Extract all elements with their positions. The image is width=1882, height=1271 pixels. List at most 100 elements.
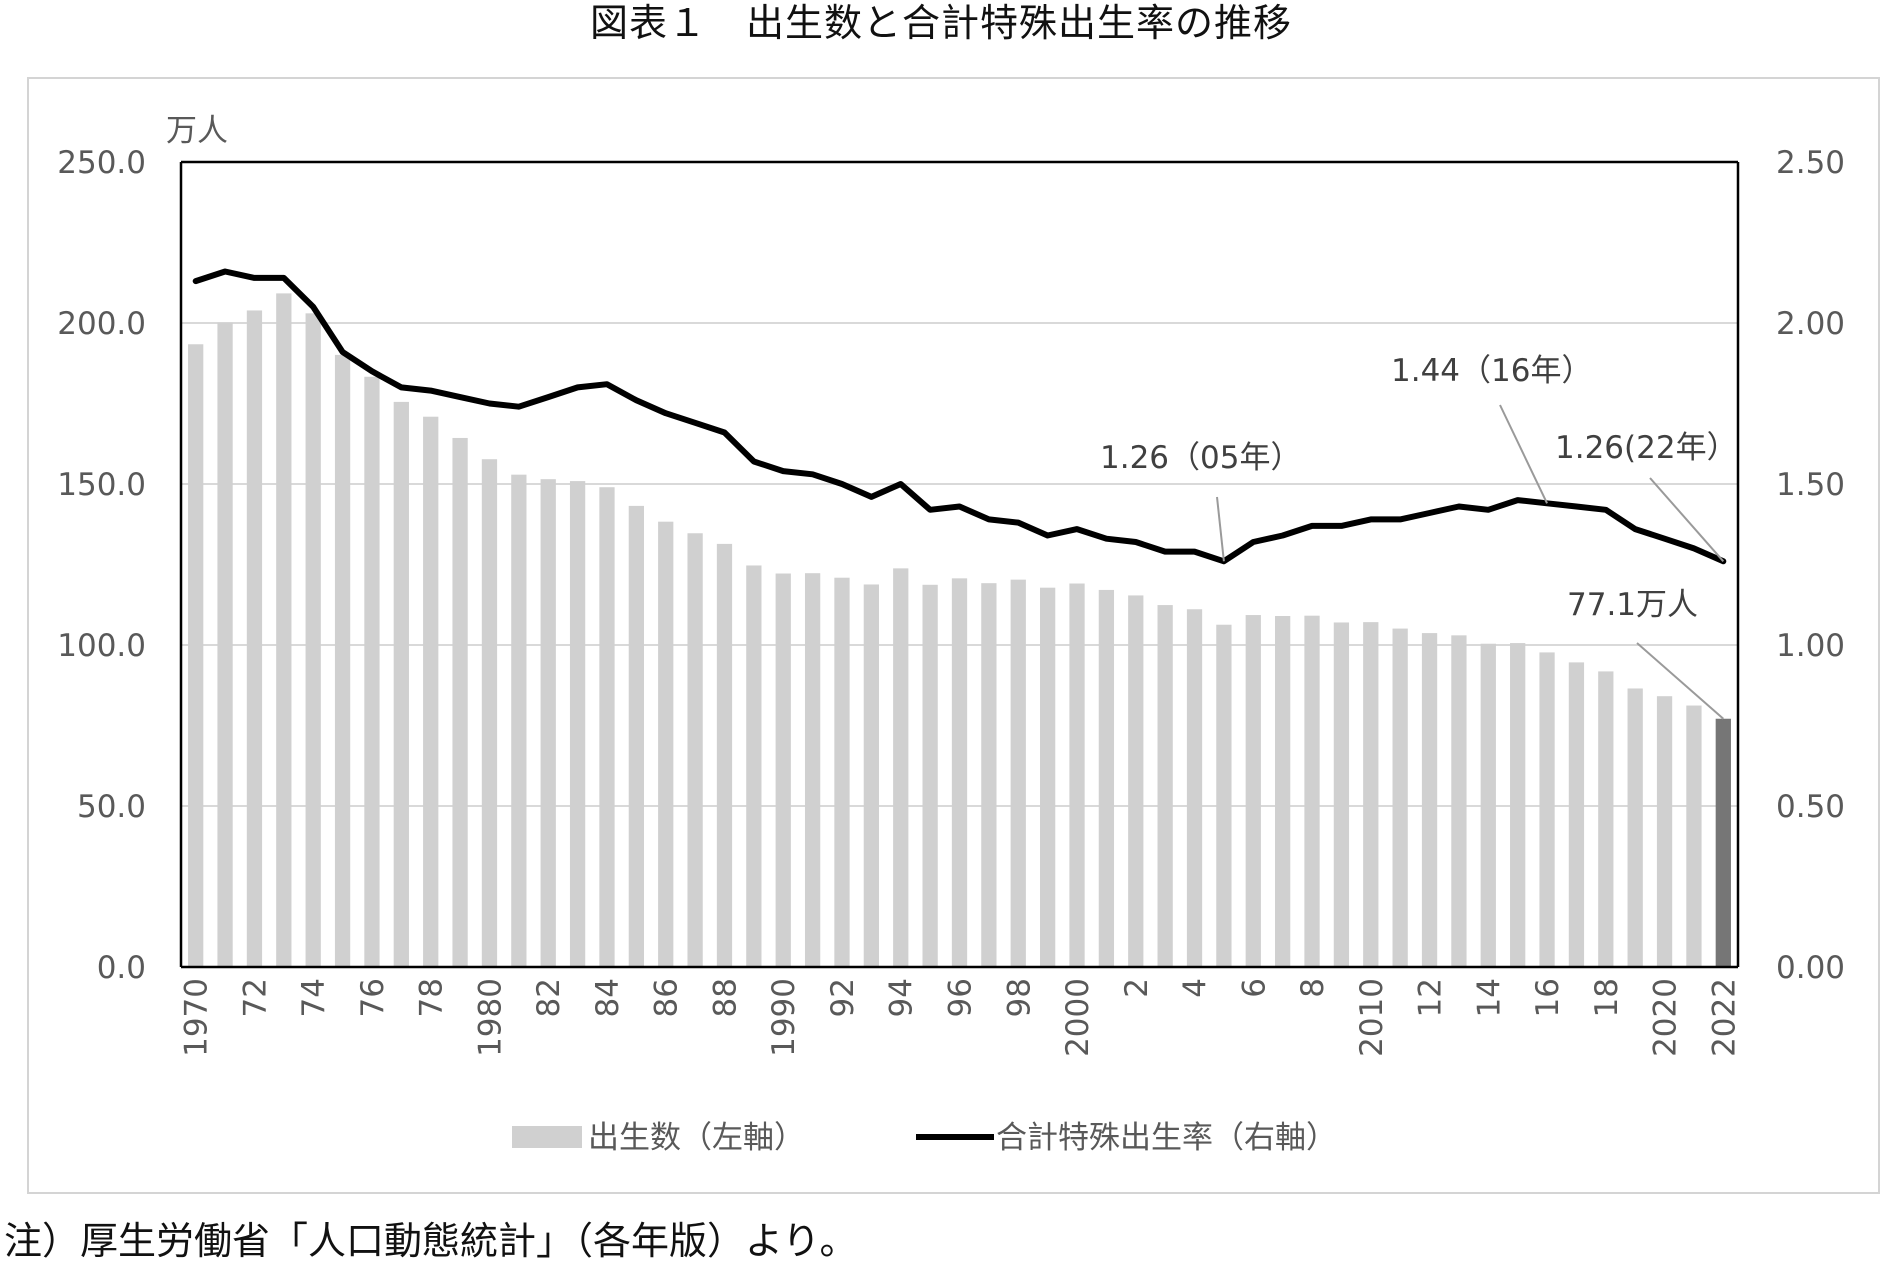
- bar: [1480, 643, 1496, 967]
- bar: [1656, 696, 1673, 967]
- legend-swatch-births: [512, 1126, 582, 1148]
- x-tick-label: 2010: [1354, 978, 1390, 1057]
- annotation-label: 77.1万人: [1567, 587, 1698, 623]
- bar: [1069, 583, 1085, 967]
- y-right-tick-label: 1.50: [1776, 467, 1845, 503]
- x-tick-label: 96: [943, 978, 979, 1017]
- x-tick-label: 74: [296, 978, 332, 1017]
- x-tick-label: 88: [707, 978, 743, 1017]
- line-series: [192, 268, 1727, 565]
- bar: [1157, 605, 1173, 967]
- y-left-tick-label: 200.0: [57, 306, 146, 342]
- y-left-tick-label: 100.0: [57, 628, 146, 664]
- annotation-leader-line: [1499, 404, 1548, 504]
- x-tick-label: 1980: [472, 978, 508, 1057]
- bar: [1098, 589, 1115, 967]
- bar-highlight: [1715, 718, 1731, 967]
- bar: [1421, 633, 1438, 967]
- bar: [1510, 643, 1526, 967]
- bar: [305, 313, 321, 968]
- bar: [599, 487, 615, 967]
- bar: [569, 481, 586, 967]
- chart: 250.0 2.50 200.0 2.00 150.0 1.50 100.0 1.00 50.0…: [57, 113, 1845, 1156]
- y-left-tick-label: 150.0: [57, 467, 146, 503]
- x-tick-label: 72: [237, 978, 273, 1017]
- x-tick-label: 94: [884, 978, 920, 1017]
- bar: [1304, 615, 1320, 967]
- x-tick-label: 14: [1471, 978, 1507, 1017]
- legend-label-births: 出生数（左軸）: [588, 1120, 805, 1156]
- bar: [188, 344, 204, 967]
- bar: [481, 459, 498, 967]
- bar: [628, 505, 644, 967]
- x-tick-label: 2020: [1648, 978, 1684, 1057]
- annotation-leader-line: [1649, 477, 1725, 562]
- bar: [1010, 579, 1026, 967]
- bar: [540, 479, 556, 967]
- x-tick-label: 8: [1295, 978, 1331, 998]
- y-left-tick-label: 0.0: [97, 950, 146, 986]
- bar: [922, 584, 938, 967]
- x-tick-label: 2000: [1060, 978, 1096, 1057]
- x-tick-label: 92: [825, 978, 861, 1017]
- bar: [334, 354, 351, 967]
- legend-label-fertility: 合計特殊出生率（右軸）: [996, 1120, 1337, 1156]
- bar: [1245, 615, 1261, 967]
- annotation-label: 1.26（05年）: [1100, 440, 1301, 476]
- bar: [452, 437, 468, 968]
- bar-series: [188, 293, 1731, 968]
- source-note: 注）厚生労働省「人口動態統計」（各年版）より。: [4, 1219, 858, 1263]
- y-left-unit: 万人: [166, 113, 228, 149]
- bar: [423, 416, 439, 967]
- y-right-tick-label: 2.00: [1776, 306, 1845, 342]
- bar: [834, 577, 850, 967]
- bar: [658, 521, 674, 967]
- bar: [893, 568, 909, 967]
- x-tick-label: 82: [531, 978, 567, 1017]
- x-tick-label: 76: [355, 978, 391, 1017]
- bar: [1392, 628, 1408, 967]
- bar: [775, 573, 791, 967]
- x-tick-label: 98: [1001, 978, 1037, 1017]
- x-tick-label: 4: [1178, 978, 1214, 998]
- x-tick-label: 12: [1413, 978, 1449, 1017]
- bar: [981, 583, 997, 967]
- bar: [1686, 705, 1702, 967]
- x-tick-label: 2022: [1706, 978, 1742, 1057]
- chart-frame: [27, 77, 1880, 1194]
- y-left-tick-label: 50.0: [77, 789, 146, 825]
- bar: [1216, 624, 1232, 967]
- x-tick-label: 78: [414, 978, 450, 1017]
- x-tick-label: 6: [1236, 978, 1272, 998]
- bar: [1568, 662, 1585, 967]
- bar: [393, 401, 409, 967]
- annotation-leader-line: [1216, 496, 1225, 562]
- x-tick-label: 1970: [179, 978, 215, 1057]
- bar: [716, 543, 733, 967]
- x-tick-label: 86: [649, 978, 685, 1017]
- axes: 250.0 2.50 200.0 2.00 150.0 1.50 100.0 1.00 50.0…: [57, 113, 1845, 1057]
- y-right-tick-label: 0.50: [1776, 789, 1845, 825]
- bar: [863, 584, 880, 967]
- bar: [1627, 688, 1643, 967]
- bar: [804, 573, 821, 967]
- annotation-label: 1.44（16年）: [1391, 353, 1592, 389]
- annotations: 1.26（05年） 1.44（16年） 1.26(22年） 77.1万人: [1100, 353, 1738, 720]
- y-right-tick-label: 0.00: [1776, 950, 1845, 986]
- x-tick-label: 16: [1530, 978, 1566, 1017]
- chart-title: 図表１ 出生数と合計特殊出生率の推移: [589, 1, 1292, 45]
- bar: [1128, 595, 1144, 967]
- bar: [511, 474, 527, 967]
- x-tick-label: 18: [1589, 978, 1625, 1017]
- x-tick-label: 84: [590, 978, 626, 1017]
- bar: [1275, 616, 1291, 967]
- bar: [746, 565, 762, 967]
- bar: [1598, 671, 1614, 967]
- bar: [951, 578, 968, 967]
- y-right-tick-label: 1.00: [1776, 628, 1845, 664]
- bar: [687, 533, 703, 967]
- x-tick-label: 2: [1119, 978, 1155, 998]
- bar: [246, 310, 263, 967]
- legend: 出生数（左軸） 合計特殊出生率（右軸）: [512, 1120, 1337, 1156]
- bar: [1186, 609, 1203, 967]
